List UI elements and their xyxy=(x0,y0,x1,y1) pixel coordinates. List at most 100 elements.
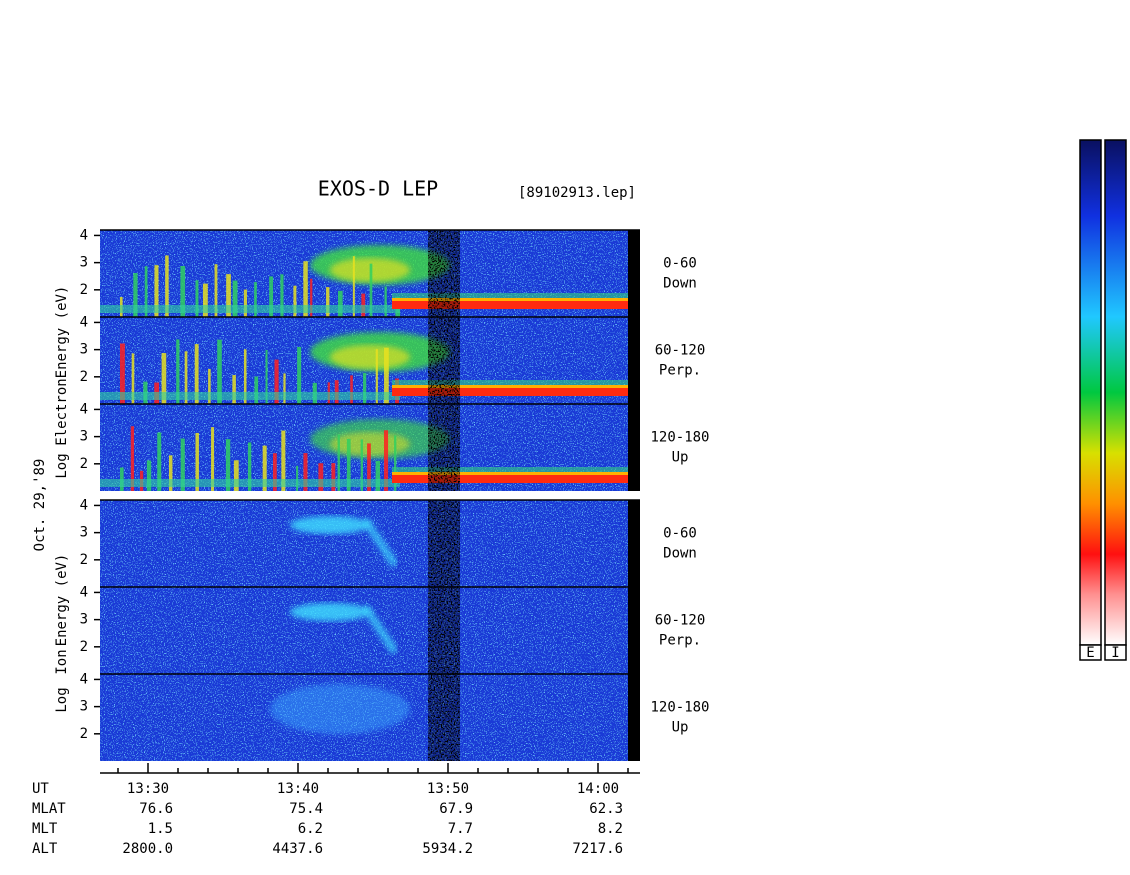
direction-label: Up xyxy=(672,720,689,736)
spike xyxy=(297,346,302,404)
spike xyxy=(211,427,215,491)
spike xyxy=(346,438,351,491)
color-bar-label-box xyxy=(1079,644,1102,661)
spike xyxy=(202,283,208,317)
red-band xyxy=(392,301,628,309)
spike xyxy=(326,287,330,317)
low-energy-band xyxy=(100,479,400,487)
table-cell: 5934.2 xyxy=(422,841,473,857)
y-tick-label: 3 xyxy=(80,699,88,715)
no-data-bar xyxy=(628,404,640,491)
spike xyxy=(384,347,389,404)
spike xyxy=(131,353,135,404)
panel: 2 3 4 60-120 Perp. xyxy=(80,584,706,674)
y-tick-label: 4 xyxy=(80,497,88,513)
date: Oct. 29,'89 xyxy=(32,459,48,552)
data-gap xyxy=(428,317,460,404)
pitch-angle-label: 60-120 xyxy=(655,613,706,629)
spike xyxy=(296,465,299,491)
table-cell: 62.3 xyxy=(589,801,623,817)
table-cell: 7217.6 xyxy=(572,841,623,857)
y-tick-label: 3 xyxy=(80,255,88,271)
pitch-angle-label: 60-120 xyxy=(655,343,706,359)
spike xyxy=(318,463,324,491)
orange-band xyxy=(392,385,628,388)
y-tick-label: 2 xyxy=(80,639,88,655)
spike xyxy=(337,434,340,491)
panel: 2 3 4 120-180 Up xyxy=(80,401,710,491)
spike xyxy=(265,349,268,404)
y-tick-label: 4 xyxy=(80,314,88,330)
y-tick-label: 2 xyxy=(80,552,88,568)
spike xyxy=(233,460,239,491)
ion-blob xyxy=(270,684,410,734)
row-label: ALT xyxy=(32,841,58,857)
y-tick-label: 4 xyxy=(80,584,88,600)
spike xyxy=(161,353,167,404)
low-energy-band xyxy=(100,392,400,400)
data-gap xyxy=(428,317,460,404)
y-tick-label: 3 xyxy=(80,612,88,628)
y-tick-label: 2 xyxy=(80,282,88,298)
spike xyxy=(303,453,308,491)
no-data-bar xyxy=(628,230,640,317)
table-cell: 2800.0 xyxy=(122,841,173,857)
spike xyxy=(180,266,186,317)
noise xyxy=(100,500,628,587)
energy-axis-label: Electron xyxy=(54,378,70,445)
spike xyxy=(394,435,397,491)
spike xyxy=(243,289,247,317)
ion-streak xyxy=(361,604,399,655)
y-tick-label: 2 xyxy=(80,456,88,472)
energy-axis-label: Ion xyxy=(54,649,70,674)
spike xyxy=(195,280,199,317)
low-energy-band xyxy=(100,305,400,313)
spike xyxy=(157,432,162,491)
spike xyxy=(383,430,389,491)
spike xyxy=(310,278,313,317)
spike xyxy=(303,261,308,317)
spike xyxy=(146,460,152,491)
spike xyxy=(165,255,169,317)
y-tick-label: 4 xyxy=(80,227,88,243)
color-bar xyxy=(1104,139,1127,646)
spike xyxy=(369,263,373,317)
title: EXOS-D LEP xyxy=(318,177,438,201)
spike xyxy=(337,290,343,317)
panel: 2 3 4 60-120 Perp. xyxy=(80,314,706,404)
table-cell: 67.9 xyxy=(439,801,473,817)
no-data-bar xyxy=(628,500,640,587)
green-band xyxy=(392,293,628,298)
energy-axis-label: Energy (eV) xyxy=(54,286,70,379)
spike xyxy=(176,339,180,404)
file-name: [89102913.lep] xyxy=(518,185,636,201)
table-cell: 8.2 xyxy=(598,821,623,837)
pitch-angle-label: 0-60 xyxy=(663,526,697,542)
direction-label: Down xyxy=(663,276,697,292)
table-cell: 6.2 xyxy=(298,821,323,837)
spike xyxy=(195,432,199,491)
ion-streak xyxy=(361,517,399,568)
spike xyxy=(168,455,173,491)
spike xyxy=(208,368,211,404)
table-cell: 76.6 xyxy=(139,801,173,817)
row-label: MLAT xyxy=(32,801,66,817)
table-cell: 4437.6 xyxy=(272,841,323,857)
noise xyxy=(100,587,628,674)
spike xyxy=(214,264,218,317)
y-tick-label: 3 xyxy=(80,342,88,358)
spike xyxy=(232,280,238,317)
x-tick-label: 14:00 xyxy=(577,781,619,797)
no-data-bar xyxy=(628,587,640,674)
pitch-angle-label: 120-180 xyxy=(650,430,709,446)
spike xyxy=(180,438,185,491)
green-band xyxy=(392,467,628,472)
energy-axis-label: Energy (eV) xyxy=(54,554,70,647)
spike xyxy=(144,266,148,317)
spike xyxy=(232,375,236,404)
table-cell: 75.4 xyxy=(289,801,323,817)
green-band xyxy=(392,380,628,385)
spike xyxy=(243,349,247,404)
direction-label: Perp. xyxy=(659,363,701,379)
spike xyxy=(384,286,387,317)
